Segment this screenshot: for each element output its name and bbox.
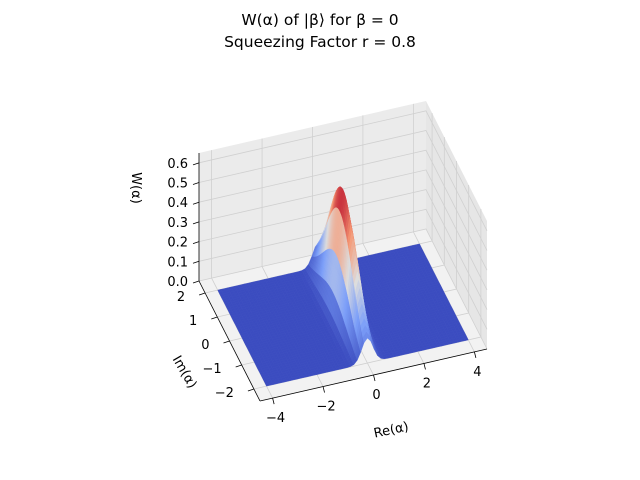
z-tick-label: 0.1: [167, 255, 188, 270]
wigner-surface: [217, 186, 469, 387]
z-tick: [192, 182, 200, 185]
z-axis-label: W(α): [128, 172, 143, 204]
z-tick: [192, 260, 200, 264]
z-tick: [192, 241, 200, 244]
z-tick-label: 0.6: [167, 157, 188, 172]
z-gridline: [198, 110, 488, 231]
x-tick-label: −4: [266, 411, 285, 426]
z-gridline: [198, 149, 488, 271]
x-axis-label: Re(α): [373, 420, 411, 442]
x-tick: [423, 363, 426, 370]
z-gridline: [198, 169, 488, 291]
z-gridline: [198, 228, 488, 350]
x-tick: [272, 398, 275, 405]
y-tick-label: 2: [177, 290, 185, 305]
z-tick: [192, 221, 200, 225]
x-tick: [474, 351, 477, 358]
z-tick: [192, 280, 200, 284]
z-gridline: [198, 130, 488, 251]
y-tick-label: −1: [203, 362, 222, 377]
z-tick: [192, 201, 200, 205]
y-tick: [223, 340, 230, 344]
y-tick-label: 0: [201, 338, 209, 353]
chart-title: W(α) of |β⟩ for β = 0: [241, 11, 399, 29]
x-tick-label: −2: [316, 400, 335, 415]
z-tick-label: 0.4: [167, 196, 188, 211]
surface-facet: [463, 337, 469, 341]
y-tick: [235, 364, 242, 368]
x-tick: [373, 374, 376, 382]
z-tick-label: 0.3: [167, 216, 188, 231]
y-tick: [198, 292, 206, 296]
x-tick-label: 4: [473, 365, 481, 380]
y-tick: [247, 388, 255, 392]
z-tick-label: 0.0: [167, 275, 188, 290]
z-tick-label: 0.2: [167, 236, 188, 251]
y-tick-label: 1: [189, 314, 197, 329]
x-tick: [322, 386, 325, 393]
y-axis-label: Im(α): [169, 353, 200, 391]
x-tick-label: 2: [423, 376, 431, 391]
chart-subtitle: Squeezing Factor r = 0.8: [224, 33, 416, 51]
surface-facet: [365, 331, 372, 342]
z-tick-label: 0.5: [167, 177, 188, 192]
x-tick-label: 0: [372, 388, 380, 403]
z-gridline: [198, 189, 488, 310]
y-tick-label: −2: [215, 386, 234, 401]
chart-title-block: W(α) of |β⟩ for β = 0 Squeezing Factor r…: [0, 9, 640, 53]
z-tick: [192, 162, 200, 166]
y-tick: [211, 316, 218, 320]
z-gridline: [198, 208, 488, 330]
